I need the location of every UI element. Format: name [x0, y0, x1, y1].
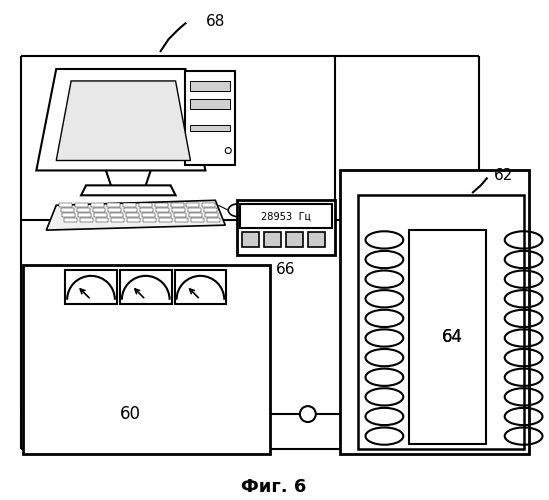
- Polygon shape: [175, 218, 188, 222]
- Circle shape: [300, 406, 316, 422]
- Bar: [308, 232, 324, 247]
- Polygon shape: [36, 69, 205, 170]
- Polygon shape: [139, 204, 152, 207]
- Text: 64: 64: [441, 328, 462, 345]
- Polygon shape: [59, 204, 72, 207]
- Bar: [264, 232, 281, 247]
- Polygon shape: [191, 218, 204, 222]
- Polygon shape: [127, 218, 140, 222]
- Polygon shape: [189, 213, 203, 217]
- Bar: [357, 196, 524, 449]
- Polygon shape: [156, 208, 169, 212]
- Bar: [409, 230, 486, 444]
- Text: 62: 62: [494, 168, 513, 183]
- Bar: [191, 81, 230, 91]
- Polygon shape: [78, 213, 91, 217]
- Polygon shape: [143, 218, 156, 222]
- Bar: [240, 204, 332, 228]
- Polygon shape: [172, 208, 185, 212]
- Polygon shape: [64, 218, 77, 222]
- Polygon shape: [142, 213, 155, 217]
- Bar: [242, 232, 259, 247]
- Bar: [191, 99, 230, 109]
- Polygon shape: [96, 218, 109, 222]
- Polygon shape: [94, 213, 107, 217]
- Text: 64: 64: [441, 328, 462, 345]
- Bar: [191, 124, 230, 130]
- Polygon shape: [75, 204, 88, 207]
- Polygon shape: [171, 204, 183, 207]
- Polygon shape: [91, 204, 104, 207]
- Polygon shape: [187, 204, 199, 207]
- Polygon shape: [46, 200, 225, 230]
- Text: Фиг. 6: Фиг. 6: [242, 478, 307, 496]
- Bar: [286, 232, 303, 247]
- Ellipse shape: [228, 204, 248, 216]
- Polygon shape: [203, 204, 215, 207]
- Text: 68: 68: [205, 14, 225, 29]
- Polygon shape: [123, 204, 136, 207]
- Bar: [186, 71, 235, 166]
- Polygon shape: [109, 208, 121, 212]
- Polygon shape: [56, 81, 191, 160]
- Circle shape: [225, 148, 231, 154]
- Bar: [175, 270, 226, 304]
- Polygon shape: [77, 208, 89, 212]
- Bar: [65, 270, 117, 304]
- Polygon shape: [173, 213, 187, 217]
- Bar: [237, 200, 335, 255]
- Polygon shape: [188, 208, 201, 212]
- Polygon shape: [205, 213, 219, 217]
- Polygon shape: [61, 208, 74, 212]
- Text: 60: 60: [120, 405, 141, 423]
- Polygon shape: [207, 218, 220, 222]
- Polygon shape: [126, 213, 139, 217]
- Bar: [340, 170, 529, 454]
- Polygon shape: [111, 218, 124, 222]
- Polygon shape: [155, 204, 167, 207]
- Polygon shape: [81, 186, 176, 196]
- Polygon shape: [93, 208, 105, 212]
- Bar: [120, 270, 172, 304]
- Bar: [24, 265, 270, 454]
- Polygon shape: [107, 204, 120, 207]
- Polygon shape: [140, 208, 153, 212]
- Polygon shape: [80, 218, 93, 222]
- Text: 66: 66: [276, 262, 296, 278]
- Polygon shape: [124, 208, 137, 212]
- Polygon shape: [204, 208, 217, 212]
- Polygon shape: [62, 213, 75, 217]
- Text: 28953 Гц: 28953 Гц: [261, 211, 311, 221]
- Polygon shape: [159, 218, 172, 222]
- Polygon shape: [158, 213, 171, 217]
- Polygon shape: [110, 213, 123, 217]
